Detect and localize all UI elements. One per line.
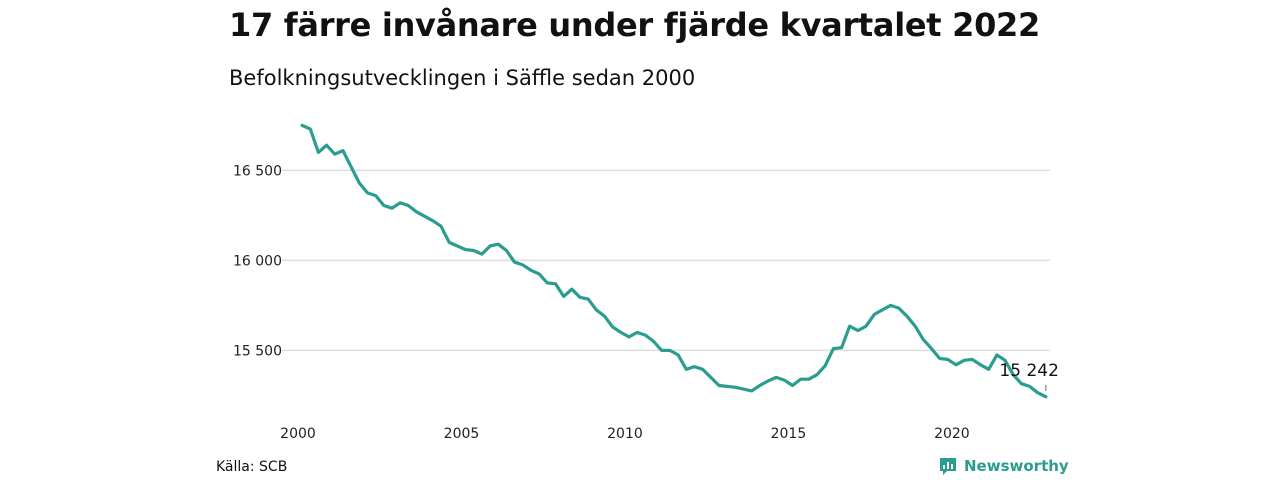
series-line bbox=[300, 123, 1048, 399]
source-note: Källa: SCB bbox=[216, 459, 288, 475]
annotation-layer: 15 242 bbox=[999, 361, 1059, 391]
y-axis-ticks: 15 500 16 000 16 500 bbox=[233, 163, 282, 359]
x-tick-label: 2020 bbox=[934, 426, 970, 442]
grid-lines bbox=[282, 169, 1050, 352]
chart-title: 17 färre invånare under fjärde kvartalet… bbox=[229, 6, 1040, 44]
x-axis-ticks: 2000 2005 2010 2015 2020 bbox=[280, 426, 970, 442]
y-tick-label: 16 500 bbox=[233, 163, 282, 179]
brand-logo[interactable]: Newsworthy bbox=[938, 456, 1069, 476]
bar-chart-icon bbox=[940, 458, 956, 475]
y-tick-label: 15 500 bbox=[233, 343, 282, 359]
x-tick-label: 2010 bbox=[607, 426, 643, 442]
x-tick-label: 2005 bbox=[444, 426, 480, 442]
series-layer bbox=[300, 123, 1048, 399]
last-value-label: 15 242 bbox=[999, 361, 1058, 381]
brand-name: Newsworthy bbox=[964, 457, 1069, 475]
chart-subtitle: Befolkningsutvecklingen i Säffle sedan 2… bbox=[229, 66, 696, 90]
x-tick-label: 2000 bbox=[280, 426, 316, 442]
y-tick-label: 16 000 bbox=[233, 253, 282, 269]
x-tick-label: 2015 bbox=[771, 426, 807, 442]
